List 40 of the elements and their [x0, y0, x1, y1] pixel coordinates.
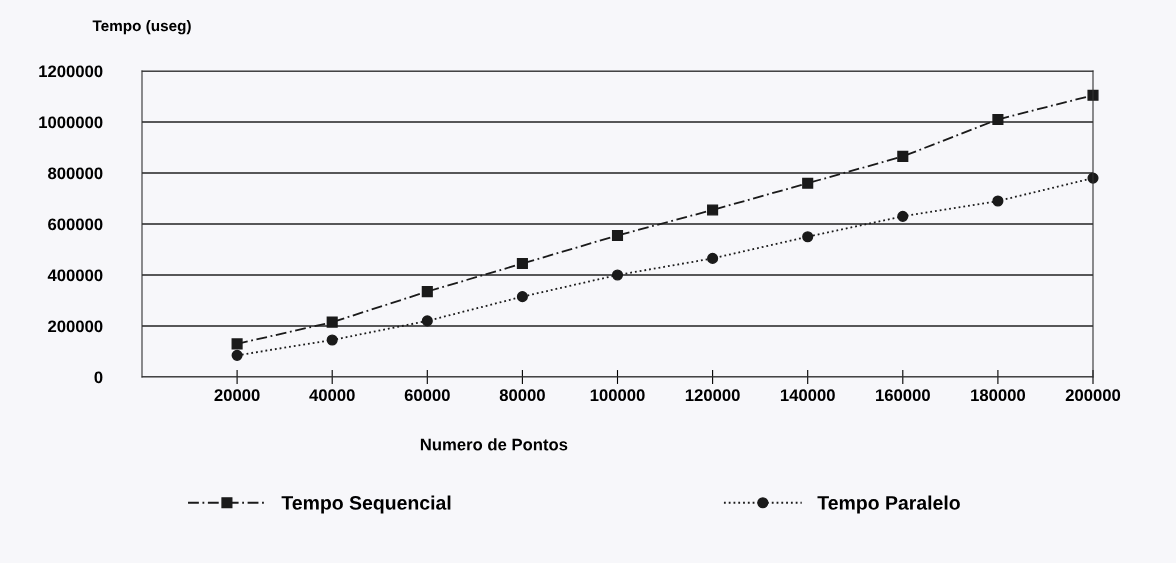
x-tick-label: 160000 — [876, 389, 930, 402]
point — [231, 338, 243, 350]
x-tick-label: 140000 — [780, 389, 835, 402]
point — [707, 204, 719, 216]
y-tick-label: 600000 — [48, 218, 103, 231]
point — [516, 257, 528, 270]
point — [707, 252, 719, 264]
x-tick-label: 200000 — [1065, 389, 1121, 402]
y-axis-title: Tempo (useg) — [92, 19, 191, 35]
x-tick-label: 40000 — [309, 389, 355, 402]
point — [326, 316, 338, 328]
x-tick-label: 20000 — [214, 389, 260, 402]
x-tick-label: 180000 — [971, 389, 1026, 402]
point — [992, 113, 1004, 126]
point — [516, 291, 528, 303]
y-tick-label: 1000000 — [39, 116, 103, 129]
point — [802, 177, 814, 189]
point — [421, 315, 433, 327]
x-tick-label: 100000 — [590, 389, 645, 402]
legend-label: Tempo Sequencial — [281, 495, 451, 514]
point — [1087, 89, 1099, 101]
y-tick-label: 200000 — [48, 320, 103, 333]
point — [611, 269, 624, 281]
point — [992, 195, 1004, 207]
point — [231, 349, 243, 361]
y-tick-label: 0 — [94, 371, 103, 384]
point — [897, 150, 909, 162]
point — [897, 210, 909, 222]
y-tick-label: 800000 — [48, 167, 103, 180]
y-tick-label: 400000 — [47, 269, 103, 282]
point — [421, 286, 433, 298]
x-tick-label: 60000 — [404, 389, 450, 402]
point — [611, 229, 624, 242]
legend-label: Tempo Paralelo — [817, 495, 960, 514]
point — [802, 231, 814, 243]
y-tick-label: 1200000 — [39, 65, 103, 78]
x-axis-title: Numero de Pontos — [420, 438, 568, 451]
x-tick-label: 80000 — [499, 389, 545, 402]
point — [326, 334, 338, 346]
x-tick-label: 120000 — [685, 389, 740, 402]
